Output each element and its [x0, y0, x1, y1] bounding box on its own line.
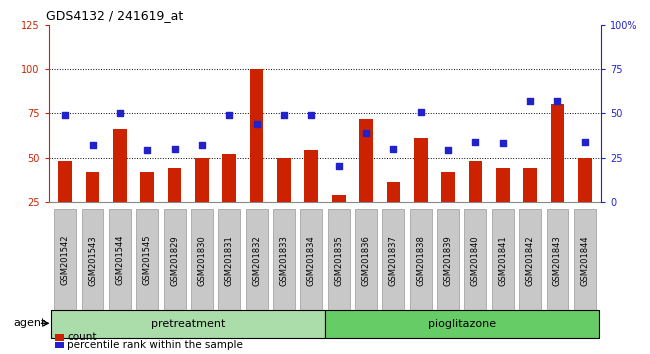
Point: [170, 146, 180, 152]
Text: agent: agent: [14, 318, 46, 328]
Text: GSM201840: GSM201840: [471, 235, 480, 286]
Text: GSM201839: GSM201839: [443, 235, 452, 286]
Point: [361, 130, 371, 136]
Text: GSM201838: GSM201838: [416, 235, 425, 286]
Point: [197, 142, 207, 148]
Text: GSM201545: GSM201545: [143, 235, 151, 285]
Bar: [113, 129, 127, 246]
Bar: [328, 209, 350, 312]
Point: [87, 142, 98, 148]
Bar: [382, 209, 404, 312]
Bar: [437, 209, 459, 312]
Bar: [492, 209, 514, 312]
Point: [443, 148, 453, 153]
Bar: [465, 209, 486, 312]
Bar: [273, 209, 295, 312]
Bar: [86, 172, 99, 246]
Bar: [410, 209, 432, 312]
Bar: [222, 154, 236, 246]
Bar: [54, 209, 76, 312]
Bar: [140, 172, 154, 246]
Bar: [523, 168, 537, 246]
Text: GSM201834: GSM201834: [307, 235, 316, 286]
Text: GSM201842: GSM201842: [526, 235, 535, 286]
Point: [60, 112, 70, 118]
Bar: [359, 119, 373, 246]
Bar: [578, 158, 592, 246]
Point: [333, 164, 344, 169]
Bar: [250, 69, 263, 246]
Bar: [441, 172, 455, 246]
Bar: [414, 138, 428, 246]
Text: pioglitazone: pioglitazone: [428, 319, 496, 329]
Text: GSM201543: GSM201543: [88, 235, 97, 286]
Bar: [574, 209, 596, 312]
Bar: [51, 309, 325, 338]
Text: GSM201829: GSM201829: [170, 235, 179, 286]
Text: GSM201544: GSM201544: [115, 235, 124, 285]
Point: [114, 110, 125, 116]
Bar: [332, 195, 346, 246]
Point: [388, 146, 398, 152]
Bar: [387, 182, 400, 246]
Bar: [168, 168, 181, 246]
Text: GSM201835: GSM201835: [334, 235, 343, 286]
Bar: [195, 158, 209, 246]
Text: pretreatment: pretreatment: [151, 319, 226, 329]
Point: [142, 148, 152, 153]
Text: percentile rank within the sample: percentile rank within the sample: [67, 340, 243, 350]
Text: GDS4132 / 241619_at: GDS4132 / 241619_at: [46, 9, 183, 22]
Bar: [109, 209, 131, 312]
Bar: [277, 158, 291, 246]
Text: GSM201837: GSM201837: [389, 235, 398, 286]
Bar: [81, 209, 103, 312]
Bar: [136, 209, 158, 312]
Bar: [547, 209, 569, 312]
Bar: [496, 168, 510, 246]
Text: GSM201831: GSM201831: [225, 235, 234, 286]
Text: GSM201841: GSM201841: [499, 235, 507, 286]
Text: GSM201542: GSM201542: [60, 235, 70, 285]
Bar: [164, 209, 185, 312]
Point: [498, 141, 508, 146]
Text: GSM201844: GSM201844: [580, 235, 590, 286]
Text: GSM201830: GSM201830: [198, 235, 207, 286]
Bar: [191, 209, 213, 312]
Bar: [58, 161, 72, 246]
Text: GSM201843: GSM201843: [553, 235, 562, 286]
Point: [306, 112, 317, 118]
Point: [224, 112, 235, 118]
Bar: [246, 209, 268, 312]
Text: GSM201833: GSM201833: [280, 235, 289, 286]
Point: [470, 139, 480, 144]
Text: count: count: [67, 332, 96, 342]
Point: [279, 112, 289, 118]
Bar: [519, 209, 541, 312]
Bar: [469, 161, 482, 246]
Text: GSM201836: GSM201836: [361, 235, 370, 286]
Point: [525, 98, 536, 104]
Bar: [551, 104, 564, 246]
Point: [415, 109, 426, 114]
Point: [252, 121, 262, 127]
Point: [580, 139, 590, 144]
Point: [552, 98, 563, 104]
Bar: [300, 209, 322, 312]
Bar: [304, 150, 318, 246]
Bar: [325, 309, 599, 338]
Bar: [355, 209, 377, 312]
Bar: [218, 209, 240, 312]
Text: GSM201832: GSM201832: [252, 235, 261, 286]
